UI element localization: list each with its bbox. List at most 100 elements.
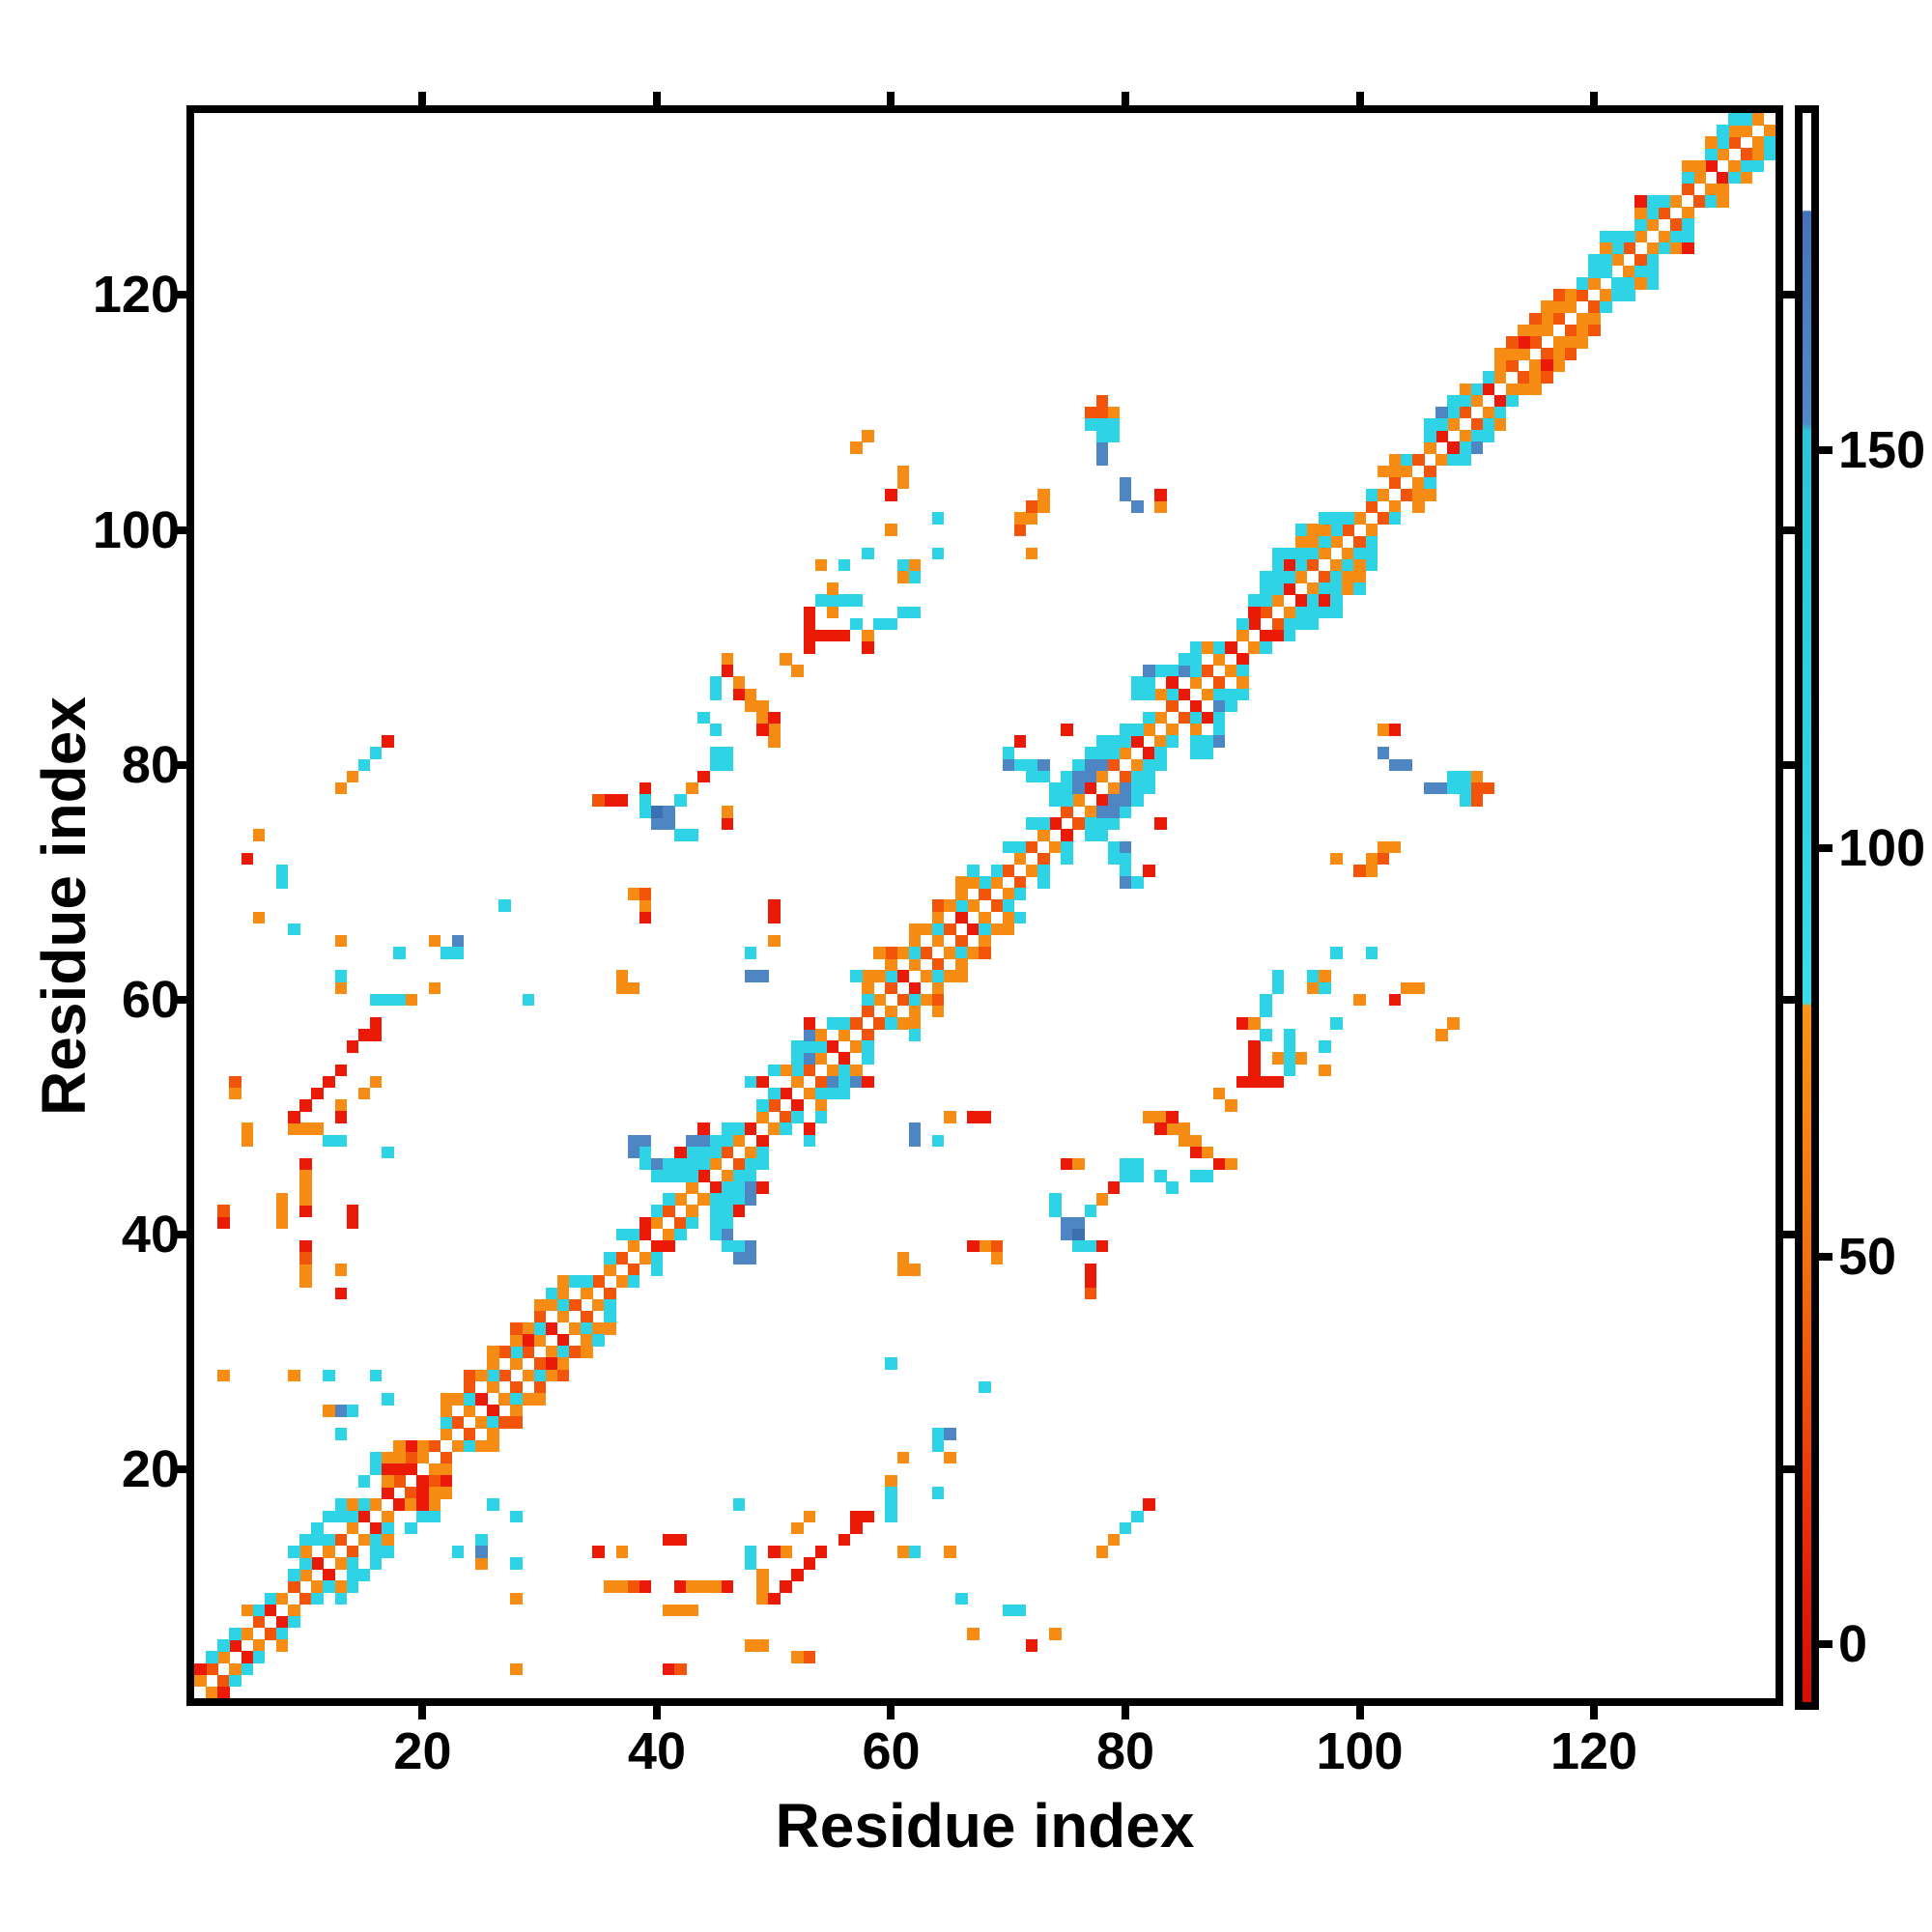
heatmap-cell [1482, 430, 1495, 442]
heatmap-cell [780, 1545, 792, 1558]
heatmap-cell [780, 653, 792, 666]
heatmap-cell [1201, 1170, 1214, 1182]
heatmap-cell [533, 1380, 547, 1394]
heatmap-cell [1095, 794, 1109, 807]
heatmap-cell [803, 1510, 816, 1523]
heatmap-cell [1400, 465, 1413, 478]
heatmap-cell [639, 1580, 652, 1593]
heatmap-cell [604, 1580, 616, 1593]
heatmap-cell [885, 1016, 897, 1030]
heatmap-cell [1353, 558, 1366, 572]
heatmap-cell [896, 970, 910, 982]
heatmap-cell [487, 1405, 499, 1417]
heatmap-cell [756, 1580, 769, 1593]
heatmap-cell [908, 947, 922, 959]
heatmap-cell [931, 911, 945, 924]
heatmap-cell [1095, 1545, 1109, 1558]
heatmap-cell [357, 1533, 371, 1547]
heatmap-cell [756, 724, 769, 736]
heatmap-cell [463, 1428, 476, 1440]
heatmap-cell [1552, 359, 1566, 372]
heatmap-cell [1693, 171, 1706, 185]
heatmap-cell [522, 1392, 535, 1406]
heatmap-cell [1435, 1029, 1448, 1041]
heatmap-cell [1061, 1228, 1073, 1241]
heatmap-cell [1306, 558, 1320, 572]
heatmap-cell [194, 1674, 207, 1688]
heatmap-cell [1529, 324, 1542, 337]
heatmap-cell [382, 1487, 394, 1499]
heatmap-cell [627, 888, 640, 900]
heatmap-cell [299, 1193, 312, 1206]
heatmap-cell [896, 1252, 910, 1264]
heatmap-cell [1681, 159, 1694, 173]
heatmap-cell [393, 993, 406, 1007]
heatmap-cell [334, 1134, 348, 1148]
heatmap-cell [744, 1146, 757, 1159]
heatmap-cell [428, 1487, 441, 1499]
heatmap-cell [990, 1239, 1004, 1253]
heatmap-cell [850, 617, 863, 631]
heatmap-cell [592, 1545, 605, 1558]
heatmap-cell [826, 629, 839, 642]
heatmap-cell [768, 724, 781, 736]
heatmap-cell [1552, 312, 1566, 326]
heatmap-cell [1119, 852, 1132, 866]
heatmap-cell [405, 1521, 417, 1535]
heatmap-cell [451, 1545, 465, 1558]
heatmap-cell [1002, 758, 1015, 772]
heatmap-cell [275, 1628, 289, 1640]
heatmap-cell [334, 781, 348, 795]
heatmap-cell [1587, 300, 1601, 314]
heatmap-cell [1178, 653, 1191, 666]
heatmap-cell [862, 1040, 874, 1053]
heatmap-cell [862, 1052, 874, 1065]
heatmap-cell [1072, 794, 1085, 807]
heatmap-cell [1763, 125, 1776, 137]
heatmap-cell [1283, 629, 1296, 642]
heatmap-cell [1541, 300, 1553, 314]
heatmap-cell [556, 1275, 570, 1288]
heatmap-cell [1600, 242, 1612, 255]
heatmap-cell [990, 876, 1004, 889]
heatmap-cell [1506, 394, 1519, 408]
heatmap-cell [896, 1016, 910, 1030]
heatmap-cell [206, 1686, 218, 1699]
y-tick-left [173, 291, 186, 299]
heatmap-cell [1470, 383, 1484, 396]
heatmap-cell [1518, 383, 1530, 396]
heatmap-cell [627, 1146, 640, 1159]
heatmap-cell [1705, 183, 1718, 196]
heatmap-cell [1634, 195, 1647, 208]
heatmap-cell [721, 1146, 734, 1159]
heatmap-cell [1131, 794, 1144, 807]
heatmap-cell [1600, 266, 1612, 278]
heatmap-cell [1271, 1075, 1285, 1089]
heatmap-cell [979, 888, 991, 900]
heatmap-cell [311, 1592, 324, 1605]
heatmap-cell [1294, 535, 1308, 549]
x-tick-label: 60 [862, 1722, 921, 1780]
heatmap-cell [967, 899, 980, 912]
heatmap-cell [369, 1557, 383, 1570]
heatmap-cell [686, 781, 698, 795]
heatmap-cell [498, 899, 511, 912]
heatmap-cell [674, 794, 687, 807]
heatmap-cell [1400, 488, 1413, 501]
heatmap-cell [1342, 512, 1354, 525]
heatmap-cell [463, 1392, 476, 1406]
heatmap-cell [288, 923, 300, 936]
y-tick-left [173, 995, 186, 1004]
heatmap-cell [498, 1392, 511, 1406]
heatmap-cell [311, 1533, 324, 1547]
heatmap-cell [1681, 171, 1694, 185]
heatmap-cell [346, 1557, 359, 1570]
y-tick-right [1783, 291, 1797, 299]
heatmap-cell [1061, 840, 1073, 854]
heatmap-cell [405, 1439, 417, 1453]
heatmap-cell [1166, 665, 1179, 677]
heatmap-cell [592, 1298, 605, 1312]
heatmap-cell [1201, 665, 1214, 677]
heatmap-cell [1388, 993, 1402, 1007]
heatmap-cell [1493, 418, 1507, 431]
